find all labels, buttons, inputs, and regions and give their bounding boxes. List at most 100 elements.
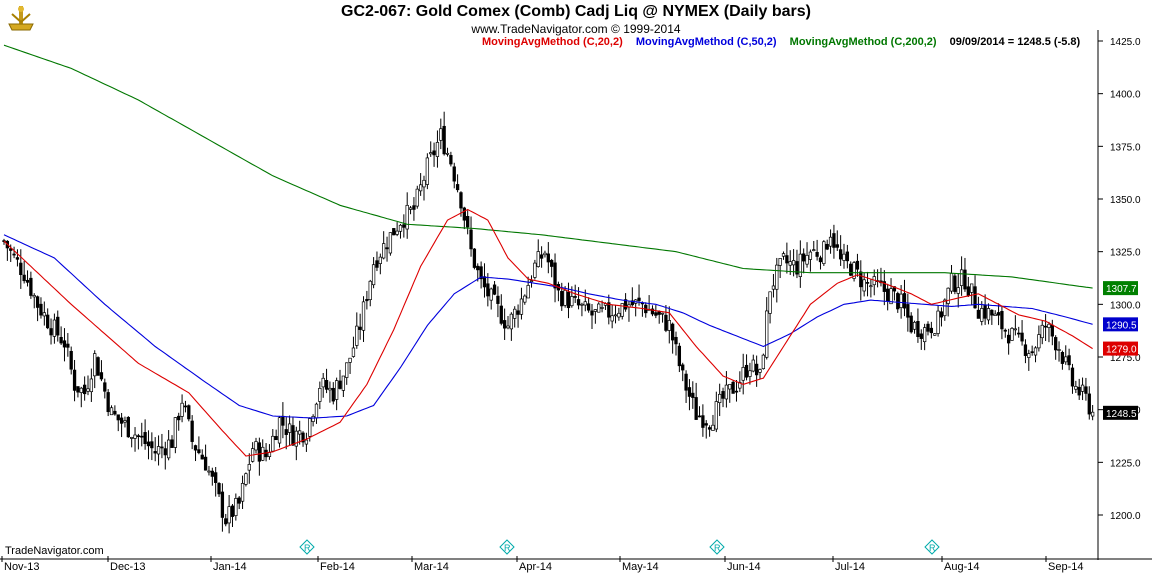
- candle-body: [741, 366, 745, 381]
- svg-text:R: R: [304, 543, 311, 553]
- y-tick-label: 1400.0: [1110, 90, 1141, 101]
- candle-body: [294, 430, 298, 447]
- candle-body: [771, 285, 776, 290]
- candle-body: [956, 287, 960, 294]
- candle-body: [506, 325, 510, 329]
- candle-body: [990, 309, 994, 316]
- candle-body: [674, 336, 678, 345]
- price-tag: [1103, 405, 1138, 420]
- candle-body: [865, 282, 870, 284]
- candle-body: [1000, 310, 1004, 330]
- candle-body: [82, 384, 87, 395]
- candle-body: [838, 249, 843, 260]
- candle-body: [758, 369, 762, 373]
- candle-body: [109, 407, 114, 416]
- candle-body: [980, 308, 984, 322]
- candle-body: [146, 441, 151, 447]
- candle-body: [66, 343, 70, 348]
- candle-body: [1027, 353, 1031, 358]
- candle-body: [103, 382, 107, 392]
- candle-body: [35, 296, 40, 308]
- candle-body: [855, 260, 860, 270]
- candle-body: [170, 439, 174, 448]
- candle-body: [936, 310, 940, 334]
- candle-body: [731, 381, 735, 394]
- candle-body: [220, 491, 225, 518]
- ma50-line: [3, 234, 1093, 419]
- candle-body: [570, 296, 574, 307]
- candle-body: [721, 391, 725, 399]
- candle-body: [489, 288, 493, 301]
- candle-body: [177, 415, 181, 421]
- candle-body: [385, 247, 389, 250]
- candle-body: [56, 316, 60, 336]
- roll-marker-icon: R: [299, 539, 315, 555]
- candle-body: [1010, 328, 1014, 341]
- candle-body: [496, 295, 500, 304]
- candle-body: [173, 417, 178, 448]
- candle-body: [254, 441, 258, 451]
- y-tick-label: 1350.0: [1110, 195, 1141, 206]
- candle-body: [926, 323, 930, 332]
- candle-body: [143, 432, 147, 444]
- candle-body: [345, 362, 349, 378]
- candle-body: [371, 264, 376, 286]
- candle-body: [287, 423, 292, 433]
- candle-body: [842, 253, 846, 261]
- candle-body: [728, 384, 732, 390]
- candle-body: [781, 253, 786, 257]
- candle-body: [331, 387, 335, 402]
- candle-body: [902, 293, 907, 309]
- candle-body: [859, 271, 863, 288]
- candle-body: [711, 424, 715, 431]
- candle-body: [180, 402, 184, 417]
- candle-body: [365, 299, 369, 302]
- candle-body: [966, 286, 970, 296]
- candle-body: [701, 415, 705, 428]
- candle-body: [933, 333, 937, 336]
- candle-body: [19, 262, 23, 275]
- candle-body: [499, 305, 503, 324]
- candle-body: [939, 311, 944, 318]
- candle-body: [600, 307, 604, 309]
- candle-body: [778, 258, 782, 266]
- candle-body: [539, 254, 544, 259]
- candle-body: [798, 253, 802, 277]
- candle-body: [203, 456, 208, 471]
- candle-body: [919, 333, 923, 339]
- candle-body: [1057, 349, 1061, 351]
- candle-body: [39, 303, 43, 316]
- candle-body: [89, 378, 94, 393]
- candle-body: [808, 251, 813, 260]
- candle-body: [375, 260, 379, 268]
- candle-body: [227, 506, 231, 524]
- candle-body: [1074, 386, 1078, 390]
- candle-body: [583, 301, 587, 306]
- candle-body: [76, 386, 80, 393]
- candle-body: [361, 301, 366, 331]
- candle-body: [970, 283, 974, 293]
- candle-body: [832, 233, 836, 248]
- candle-body: [533, 262, 537, 278]
- candle-body: [513, 308, 517, 319]
- candle-body: [486, 283, 490, 297]
- candle-body: [415, 188, 419, 207]
- candle-body: [1043, 325, 1048, 328]
- candle-body: [348, 357, 352, 363]
- svg-text:R: R: [929, 543, 936, 553]
- candle-body: [187, 405, 191, 420]
- candle-body: [973, 286, 977, 309]
- candle-body: [580, 303, 584, 306]
- candle-body: [825, 243, 829, 250]
- candle-body: [526, 285, 530, 299]
- candle-body: [1037, 334, 1041, 349]
- candle-body: [9, 248, 13, 251]
- candle-body: [452, 166, 456, 182]
- candle-body: [395, 230, 399, 235]
- candle-body: [271, 435, 275, 452]
- candle-body: [237, 497, 241, 504]
- candle-body: [412, 205, 416, 210]
- candle-body: [455, 184, 460, 191]
- candle-body: [314, 403, 319, 419]
- x-tick-label: Jan-14: [213, 561, 247, 573]
